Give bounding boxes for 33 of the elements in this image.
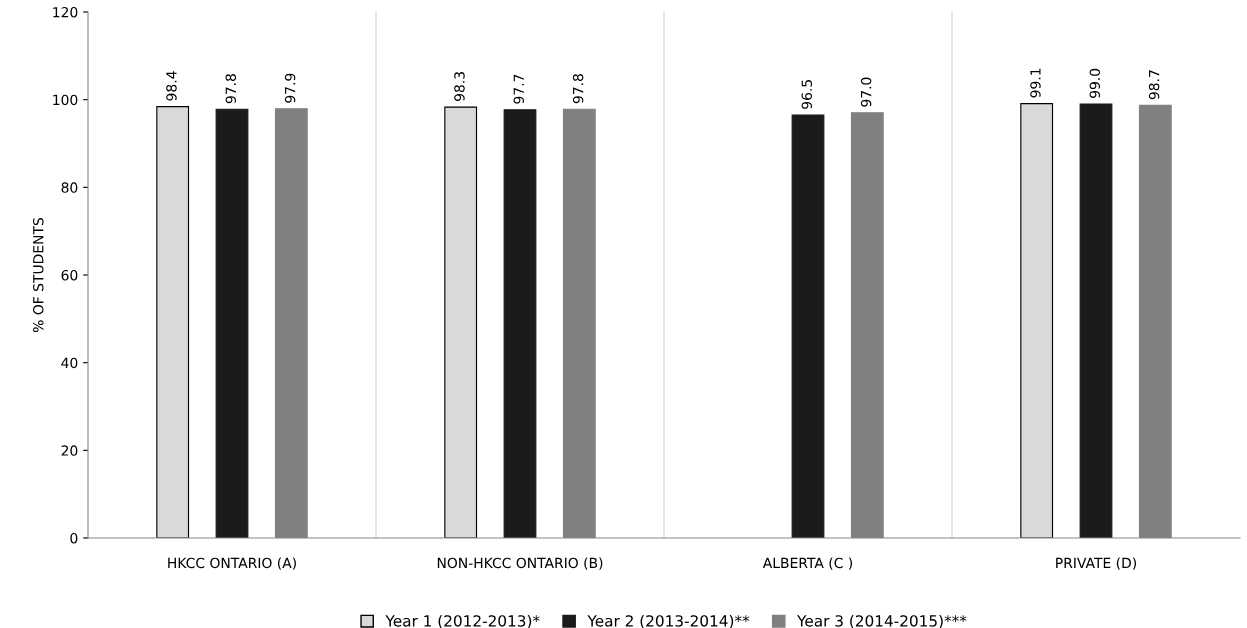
- data-label: 97.7: [513, 74, 525, 104]
- data-label: 96.5: [801, 80, 813, 109]
- data-label: 98.7: [1148, 70, 1160, 100]
- y-tick-label: 100: [53, 94, 78, 106]
- x-tick-label: PRIVATE (D): [1056, 557, 1136, 570]
- y-tick-label: 80: [61, 182, 78, 193]
- legend-label: Year 1 (2012-2013)*: [385, 614, 540, 628]
- y-axis-title: % OF STUDENTS: [33, 217, 44, 333]
- y-tick-label: 20: [61, 445, 78, 456]
- data-label: 98.4: [166, 71, 177, 101]
- y-tick-label: 120: [53, 6, 78, 18]
- bar: [156, 106, 190, 538]
- y-tick-label: 40: [61, 357, 78, 369]
- legend-label: Year 2 (2013-2014)**: [587, 614, 750, 628]
- data-label: 98.3: [454, 72, 465, 101]
- bar: [1020, 103, 1054, 538]
- x-tick-label: ALBERTA (C ): [762, 557, 853, 570]
- legend-label: Year 3 (2014-2015)***: [797, 614, 967, 628]
- data-label: 97.9: [284, 73, 296, 103]
- data-label: 99.0: [1089, 68, 1101, 98]
- x-tick-label: NON-HKCC ONTARIO (B): [437, 557, 603, 570]
- bar: [503, 109, 537, 538]
- data-label: 99.1: [1030, 68, 1041, 98]
- bar: [215, 108, 249, 538]
- bar: [791, 114, 825, 538]
- y-tick-label: 0: [70, 532, 78, 544]
- data-label: 97.8: [225, 74, 237, 104]
- bar: [1079, 103, 1113, 538]
- data-label: 97.8: [572, 74, 584, 104]
- x-tick-label: HKCC ONTARIO (A): [168, 557, 296, 570]
- data-label: 97.0: [860, 77, 872, 107]
- bar: [444, 106, 478, 538]
- y-tick-label: 60: [61, 269, 78, 281]
